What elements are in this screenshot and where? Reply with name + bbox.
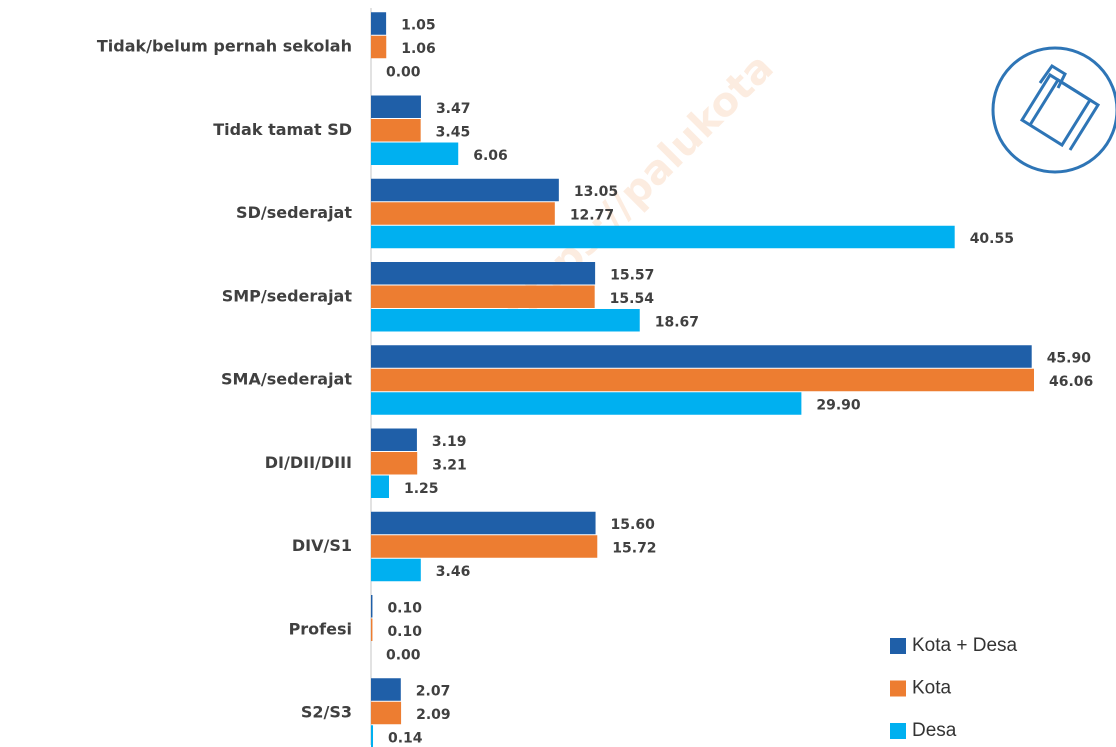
legend-swatch bbox=[890, 638, 906, 654]
bar bbox=[371, 511, 596, 535]
legend-label: Kota + Desa bbox=[912, 635, 1018, 656]
bar bbox=[371, 618, 373, 641]
bar bbox=[371, 202, 555, 225]
bar bbox=[371, 95, 421, 118]
bar bbox=[371, 119, 421, 142]
category-label: Tidak/belum pernah sekolah bbox=[97, 37, 352, 56]
value-label: 3.46 bbox=[436, 564, 471, 580]
bar bbox=[371, 285, 595, 308]
value-label: 40.55 bbox=[970, 231, 1014, 247]
value-label: 15.54 bbox=[610, 291, 655, 307]
value-label: 0.10 bbox=[387, 624, 422, 640]
value-label: 3.21 bbox=[432, 457, 467, 473]
value-label: 0.00 bbox=[386, 647, 421, 663]
bar bbox=[371, 701, 402, 725]
bar bbox=[371, 12, 387, 35]
value-label: 2.07 bbox=[416, 684, 451, 700]
value-label: 13.05 bbox=[574, 184, 618, 200]
clipboard-icon bbox=[991, 46, 1116, 174]
value-label: 1.05 bbox=[401, 18, 436, 34]
bar bbox=[371, 452, 418, 475]
value-label: 0.14 bbox=[388, 731, 423, 747]
category-label: DI/DII/DIII bbox=[265, 453, 352, 472]
value-label: 1.06 bbox=[401, 41, 436, 57]
value-label: 6.06 bbox=[473, 148, 508, 164]
legend-label: Desa bbox=[912, 720, 957, 741]
bar bbox=[371, 262, 596, 285]
bar bbox=[371, 595, 373, 618]
category-label: S2/S3 bbox=[301, 703, 352, 722]
category-label: Tidak tamat SD bbox=[213, 120, 352, 139]
bar bbox=[371, 535, 598, 558]
bar bbox=[371, 178, 559, 202]
value-label: 3.19 bbox=[432, 434, 467, 450]
category-label: Profesi bbox=[289, 619, 352, 638]
legend-swatch bbox=[890, 723, 906, 739]
value-label: 45.90 bbox=[1047, 351, 1092, 367]
category-label: DIV/S1 bbox=[292, 536, 352, 555]
bar bbox=[371, 345, 1032, 368]
value-label: 0.10 bbox=[387, 600, 422, 616]
value-label: 15.57 bbox=[610, 267, 654, 283]
value-label: 18.67 bbox=[655, 314, 699, 330]
bar bbox=[371, 225, 955, 249]
value-label: 29.90 bbox=[816, 398, 861, 414]
bar bbox=[371, 678, 401, 701]
category-label: SMP/sederajat bbox=[222, 286, 353, 305]
bar bbox=[371, 558, 421, 582]
value-label: 15.72 bbox=[612, 541, 656, 557]
category-label: SD/sederajat bbox=[236, 203, 352, 222]
bar bbox=[371, 309, 640, 332]
bar bbox=[371, 428, 417, 451]
bar bbox=[371, 392, 802, 415]
value-label: 12.77 bbox=[570, 208, 614, 224]
bar bbox=[371, 475, 389, 498]
category-label: SMA/sederajat bbox=[221, 370, 352, 389]
value-label: 3.45 bbox=[436, 124, 471, 140]
legend-label: Kota bbox=[912, 678, 952, 699]
bar bbox=[371, 725, 374, 747]
value-label: 2.09 bbox=[416, 707, 451, 723]
legend-swatch bbox=[890, 680, 906, 697]
bar bbox=[371, 142, 459, 165]
bar bbox=[371, 35, 387, 59]
value-label: 0.00 bbox=[386, 65, 421, 81]
value-label: 3.47 bbox=[436, 101, 471, 117]
value-label: 46.06 bbox=[1049, 374, 1093, 390]
value-label: 1.25 bbox=[404, 481, 439, 497]
bar bbox=[371, 368, 1034, 392]
value-label: 15.60 bbox=[611, 517, 656, 533]
